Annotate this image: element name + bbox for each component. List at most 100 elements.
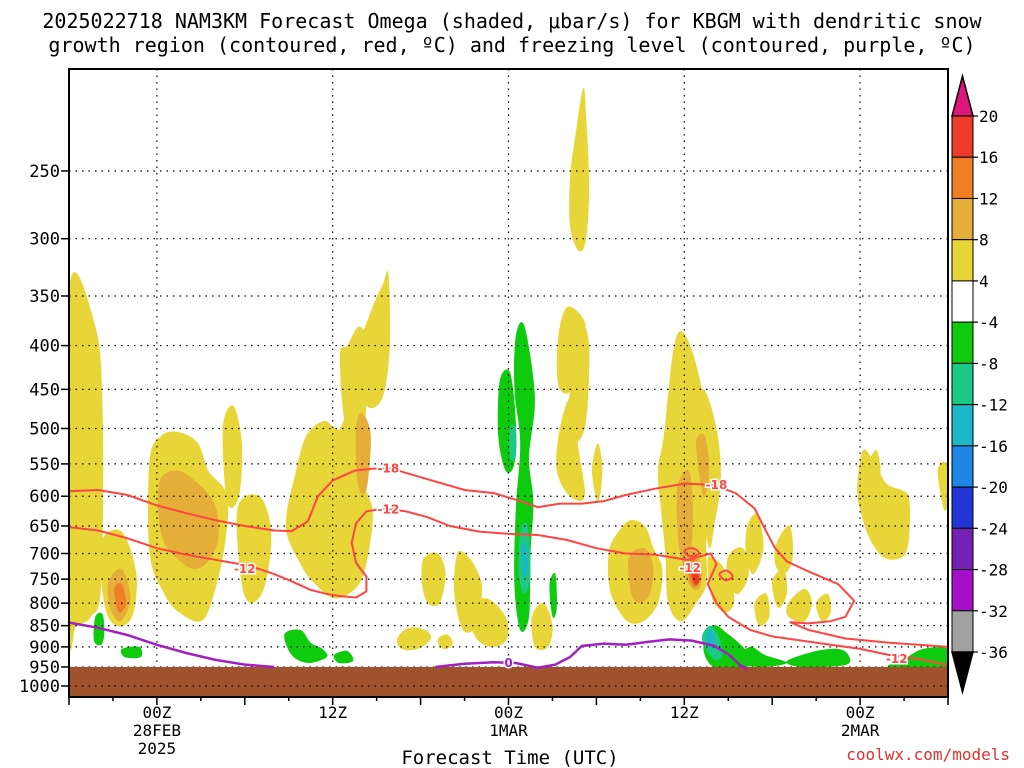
dgz-contour-lower <box>69 507 948 666</box>
omega-region-neg4 <box>786 648 851 668</box>
y-tick-label-950: 950 <box>29 658 60 678</box>
omega-region-pos4 <box>236 494 272 604</box>
omega-region-pos4 <box>354 270 391 409</box>
y-tick-label-500: 500 <box>29 419 60 439</box>
omega-region-pos8 <box>676 469 694 561</box>
colorbar-top-triangle <box>951 73 974 117</box>
pressure-gridlines <box>69 69 948 697</box>
chart-title-line2: growth region (contoured, red, ºC) and f… <box>48 33 975 57</box>
omega-region-pos4 <box>531 602 553 651</box>
omega-region-pos12 <box>114 583 127 613</box>
omega-region-pos4 <box>745 513 764 575</box>
omega-region-pos4 <box>396 627 432 651</box>
colorbar-label-12: -32 <box>979 602 1008 621</box>
pressure-axis: 2503003504004505005506006507007508008509… <box>19 162 69 697</box>
x-tick-label-6-1: 28FEB <box>133 721 181 740</box>
colorbar-bin-1 <box>951 156 974 199</box>
omega-region-neg4 <box>333 650 354 664</box>
colorbar-label-10: -24 <box>979 519 1008 538</box>
omega-region-pos4 <box>592 443 603 503</box>
dgz-contour-upper <box>69 467 948 648</box>
omega-region-neg4 <box>736 646 787 668</box>
omega-region-pos16 <box>691 568 700 585</box>
omega-region-pos4 <box>556 306 586 394</box>
ground-fill <box>69 666 948 697</box>
omega-region-neg12 <box>706 629 716 648</box>
colorbar-label-6: -8 <box>979 354 998 373</box>
x-tick-label-18-0: 12Z <box>318 703 347 722</box>
omega-region-pos4 <box>569 87 590 252</box>
y-tick-label-650: 650 <box>29 517 60 537</box>
y-tick-label-550: 550 <box>29 455 60 475</box>
colorbar-label-2: 12 <box>979 189 998 208</box>
credit-link[interactable]: coolwx.com/models <box>846 745 1010 764</box>
omega-region-pos4 <box>222 405 243 509</box>
omega-region-pos4 <box>467 598 509 647</box>
x-tick-label-54-1: 2MAR <box>841 721 880 740</box>
y-tick-label-1000: 1000 <box>19 677 60 697</box>
colorbar-bottom-triangle <box>951 651 974 695</box>
y-tick-label-800: 800 <box>29 594 60 614</box>
y-tick-label-300: 300 <box>29 230 60 250</box>
colorbar-bin-10 <box>951 527 974 571</box>
colorbar-bin-11 <box>951 569 974 612</box>
y-tick-label-600: 600 <box>29 487 60 507</box>
x-tick-label-54-0: 00Z <box>846 703 875 722</box>
omega-region-neg4 <box>284 629 328 664</box>
freezing-level-contour-east <box>435 638 748 671</box>
omega-region-pos4 <box>937 461 948 511</box>
y-tick-label-850: 850 <box>29 617 60 637</box>
y-tick-label-900: 900 <box>29 638 60 658</box>
omega-region-neg4 <box>120 646 143 659</box>
omega-colorbar: 20 16 12 8 4 -4 -8 -12 -16 -20 -24 -28 -32 -36 <box>951 73 1008 695</box>
omega-region-neg8 <box>509 424 517 461</box>
dgz-label-lower-4: -12 <box>886 652 908 666</box>
omega-region-neg4 <box>549 572 557 619</box>
dgz-label-lower-3: -12 <box>679 561 701 575</box>
x-tick-label-6-0: 00Z <box>142 703 171 722</box>
y-tick-label-450: 450 <box>29 380 60 400</box>
colorbar-bin-3 <box>951 239 974 282</box>
chart-title-line1: 2025022718 NAM3KM Forecast Omega (shaded… <box>42 9 982 33</box>
colorbar-label-8: -16 <box>979 437 1008 456</box>
y-tick-label-350: 350 <box>29 287 60 307</box>
colorbar-label-11: -28 <box>979 561 1008 580</box>
omega-region-pos8 <box>628 547 654 603</box>
x-tick-label-6-2: 2025 <box>138 739 177 758</box>
omega-region-pos8 <box>157 470 219 570</box>
x-tick-label-30-1: 1MAR <box>489 721 528 740</box>
colorbar-bin-12 <box>951 610 974 653</box>
y-tick-label-250: 250 <box>29 162 60 182</box>
y-tick-label-700: 700 <box>29 545 60 565</box>
freezing-level-contour-west <box>69 621 275 669</box>
y-tick-label-400: 400 <box>29 337 60 357</box>
omega-region-pos4 <box>437 634 453 650</box>
ground-layer <box>69 666 948 697</box>
x-tick-label-42-0: 12Z <box>670 703 699 722</box>
colorbar-label-3: 8 <box>979 231 989 250</box>
freezing-label: 0 <box>504 656 512 670</box>
colorbar-label-0: 20 <box>979 107 998 126</box>
colorbar-bin-4 <box>951 280 974 323</box>
y-tick-label-750: 750 <box>29 570 60 590</box>
omega-region-pos8 <box>355 413 371 495</box>
colorbar-label-13: -36 <box>979 643 1008 662</box>
colorbar-label-1: 16 <box>979 148 998 167</box>
colorbar-label-4: 4 <box>979 272 989 291</box>
x-tick-label-30-0: 00Z <box>494 703 523 722</box>
omega-region-pos8 <box>695 433 710 497</box>
colorbar-bin-5 <box>951 321 974 364</box>
colorbar-bin-7 <box>951 404 974 447</box>
omega-region-neg12 <box>521 543 528 578</box>
omega-region-neg4 <box>887 647 948 669</box>
temperature-contours: -18 -18 -12 -12 -12 -12 0 <box>69 460 948 672</box>
colorbar-bin-6 <box>951 362 974 406</box>
dgz-label-lower-2: -12 <box>234 562 256 576</box>
x-axis-label: Forecast Time (UTC) <box>401 747 618 768</box>
colorbar-bin-2 <box>951 197 974 241</box>
dgz-label-upper-2: -18 <box>706 478 728 492</box>
dgz-label-lower-1: -12 <box>378 503 400 517</box>
colorbar-label-7: -12 <box>979 396 1008 415</box>
